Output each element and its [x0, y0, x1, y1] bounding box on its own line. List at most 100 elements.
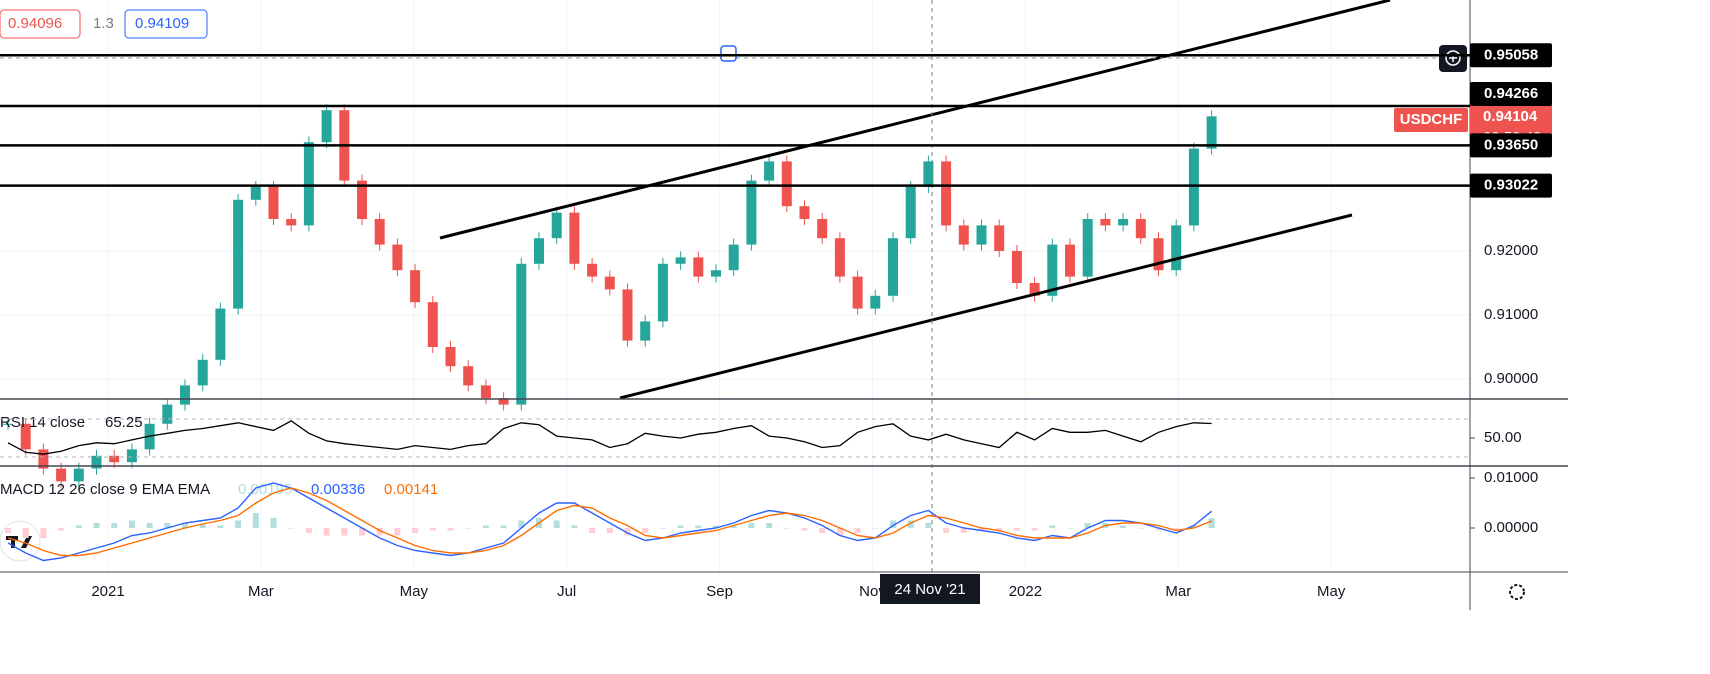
macd-histogram-bar: [624, 528, 631, 536]
candle: [693, 257, 704, 277]
candle: [303, 142, 314, 226]
macd-histogram-bar: [252, 513, 259, 528]
macd-histogram-bar: [943, 528, 950, 533]
macd-tick-label: 0.01000: [1484, 469, 1538, 486]
candle: [728, 244, 739, 271]
candle: [321, 110, 332, 143]
candle: [711, 270, 721, 277]
candle: [410, 270, 421, 303]
settings-icon[interactable]: [1509, 584, 1525, 600]
candle: [1206, 116, 1217, 149]
macd-histogram-bar: [713, 525, 719, 528]
candle: [357, 180, 367, 219]
macd-histogram-bar: [695, 525, 702, 528]
macd-histogram-bar: [925, 523, 932, 528]
candle: [764, 161, 775, 181]
candle: [534, 238, 544, 264]
macd-histogram-bar: [1155, 528, 1162, 531]
macd-histogram-bar: [235, 520, 242, 528]
candle: [1153, 238, 1164, 271]
plus-icon: [1445, 50, 1461, 66]
macd-histogram-bar: [766, 523, 773, 528]
y-tick-label: 0.90000: [1484, 370, 1538, 387]
candle: [463, 366, 474, 386]
candle: [1100, 218, 1111, 226]
x-tick-label: Nov: [859, 583, 886, 600]
x-tick-label: Mar: [1165, 583, 1191, 600]
candle: [870, 295, 881, 309]
macd-histogram-bar: [1137, 528, 1144, 529]
candle: [180, 385, 190, 405]
macd-histogram-bar: [323, 528, 330, 536]
macd-histogram-bar: [22, 528, 29, 538]
macd-histogram-bar: [447, 528, 454, 531]
candle: [20, 423, 31, 450]
candle: [73, 468, 84, 482]
x-tick-label: May: [1317, 583, 1346, 600]
macd-histogram-bar: [730, 525, 737, 528]
macd-histogram-bar: [1084, 523, 1091, 528]
drawing-handle[interactable]: [720, 45, 737, 62]
macd-histogram-bar: [93, 523, 100, 528]
level-tag: [1470, 81, 1552, 106]
candle: [657, 263, 668, 322]
candle: [746, 180, 757, 245]
x-tick-label: May: [400, 583, 429, 600]
level-tag: [1470, 133, 1552, 158]
macd-histogram-bar: [890, 520, 896, 528]
candle: [126, 449, 137, 463]
candle: [1118, 218, 1129, 226]
channel-upper: [439, 0, 1391, 240]
candle: [91, 455, 102, 469]
buy-button[interactable]: [124, 9, 208, 39]
macd-histogram-bar: [359, 528, 365, 536]
candle: [1065, 244, 1075, 277]
sell-price: 0.94096: [8, 15, 62, 32]
rsi-label: RSI 14 close: [0, 414, 85, 431]
candle: [622, 289, 633, 341]
candle: [923, 161, 934, 188]
macd-histogram-bar: [5, 528, 11, 533]
sell-button[interactable]: [0, 9, 81, 39]
last-price: 0.94104: [1483, 108, 1538, 125]
macd-histogram-bar: [571, 525, 578, 528]
macd-histogram-bar: [182, 523, 188, 528]
macd-label: MACD 12 26 close 9 EMA EMA: [0, 481, 210, 498]
candle: [516, 263, 527, 405]
candle: [604, 276, 615, 290]
candle: [569, 212, 580, 264]
candle: [374, 218, 385, 245]
macd-histogram-bar: [164, 523, 171, 528]
candle: [551, 212, 562, 239]
macd-histogram-bar: [412, 528, 419, 533]
level-label: 0.93022: [1484, 177, 1538, 194]
macd-histogram-bar: [783, 528, 790, 529]
macd-histogram-bar: [960, 528, 967, 533]
rsi-tick-label: 50.00: [1484, 429, 1522, 446]
macd-histogram-bar: [1049, 525, 1056, 528]
macd-legend-value: 0.00336: [311, 481, 365, 498]
macd-histogram-bar: [305, 528, 312, 533]
rsi-line: [7, 420, 1212, 455]
candle: [197, 359, 208, 386]
symbol-tag: [1394, 108, 1468, 132]
level-label: 0.93650: [1484, 136, 1538, 153]
macd-histogram-bar: [270, 518, 277, 528]
macd-histogram-bar: [553, 520, 560, 528]
x-tick-label: Mar: [248, 583, 274, 600]
logo-shape: [11, 536, 15, 548]
candle: [427, 302, 438, 347]
macd-histogram-bar: [854, 528, 861, 533]
macd-histogram-bar: [376, 528, 383, 536]
macd-histogram-bar: [589, 528, 596, 533]
macd-histogram-bar: [429, 528, 436, 531]
macd-histogram-bar: [907, 520, 914, 528]
candle: [799, 206, 810, 219]
candle: [640, 321, 651, 341]
candle: [905, 187, 916, 239]
x-tick-label: Sep: [706, 583, 733, 600]
macd-histogram-bar: [836, 528, 843, 536]
macd-histogram-bar: [748, 523, 755, 528]
